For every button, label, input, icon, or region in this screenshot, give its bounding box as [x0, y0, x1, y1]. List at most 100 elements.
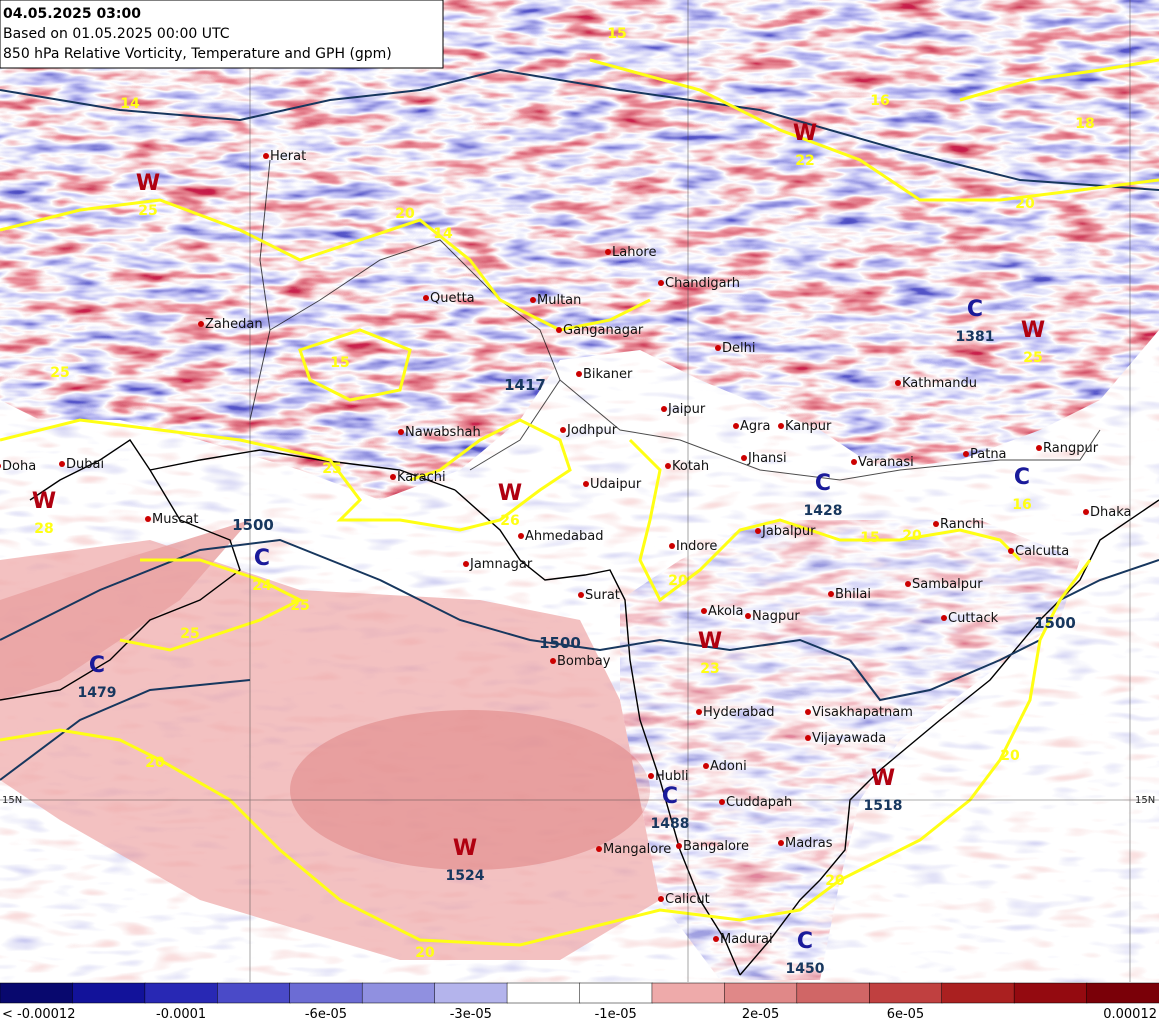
system-letter: C	[815, 471, 831, 496]
colorbar-label: 2e-05	[742, 1007, 780, 1022]
temp-contour-label: 16	[870, 93, 889, 109]
temp-value: 16	[1012, 497, 1031, 513]
city-dot	[1008, 548, 1014, 554]
city-dot	[713, 936, 719, 942]
gph-value: 1428	[804, 503, 843, 519]
temp-contour-label: 20	[902, 528, 922, 544]
colorbar-swatch	[506, 982, 581, 1004]
city-label: Multan	[537, 293, 581, 308]
temp-contour-label: 25	[180, 626, 199, 642]
city-label: Madurai	[720, 932, 773, 947]
city-dot	[703, 763, 709, 769]
city-dot	[263, 153, 269, 159]
gph-contour-label: 1500	[1034, 614, 1076, 632]
city-label: Bikaner	[583, 367, 633, 382]
system-letter: W	[498, 481, 522, 506]
city-dot	[828, 591, 834, 597]
gph-value: 1524	[446, 868, 485, 884]
temp-contour-label: 15	[607, 26, 626, 42]
city-dot	[669, 543, 675, 549]
gph-value: 1488	[651, 816, 690, 832]
city-dot	[805, 709, 811, 715]
city-dot	[676, 843, 682, 849]
system-letter: W	[136, 171, 160, 196]
system-letter: W	[453, 836, 477, 861]
city-dot	[733, 423, 739, 429]
city-label: Bangalore	[683, 839, 749, 854]
city-label: Ahmedabad	[525, 529, 603, 544]
header-title: 850 hPa Relative Vorticity, Temperature …	[3, 46, 392, 62]
colorbar-swatch	[217, 982, 291, 1004]
city-label: Karachi	[397, 470, 446, 485]
city-dot	[463, 561, 469, 567]
city-label: Calcutta	[1015, 544, 1069, 559]
city-label: Bhilai	[835, 587, 871, 602]
city-dot	[933, 521, 939, 527]
city-dot	[941, 615, 947, 621]
system-letter: C	[1014, 465, 1030, 490]
city-dot	[550, 658, 556, 664]
city-label: Bombay	[557, 654, 611, 669]
city-label: Nawabshah	[405, 425, 481, 440]
colorbar-label: -1e-05	[595, 1007, 637, 1022]
city-label: Lahore	[612, 245, 656, 260]
city-dot	[701, 608, 707, 614]
gph-contour-label: 1417	[504, 376, 546, 394]
colorbar-swatch	[869, 982, 943, 1004]
city-dot	[778, 840, 784, 846]
gph-value: 1518	[864, 798, 903, 814]
city-dot	[658, 280, 664, 286]
header-box: 04.05.2025 03:00 Based on 01.05.2025 00:…	[0, 0, 444, 69]
city-label: Kathmandu	[902, 376, 977, 391]
header-time: 04.05.2025 03:00	[3, 6, 141, 22]
colorbar-swatch	[579, 982, 653, 1004]
city-dot	[1083, 509, 1089, 515]
city-label: Surat	[585, 588, 620, 603]
city-label: Agra	[740, 419, 770, 434]
city-label: Quetta	[430, 291, 475, 306]
temp-contour-label: 20	[1000, 748, 1020, 764]
city-dot	[578, 592, 584, 598]
colorbar-swatch	[289, 982, 363, 1004]
city-dot	[605, 249, 611, 255]
city-dot	[560, 427, 566, 433]
temp-contour-label: 20	[668, 573, 688, 589]
city-label: Jabalpur	[761, 524, 816, 539]
colorbar-swatch	[361, 982, 436, 1004]
colorbar-swatch	[0, 982, 74, 1004]
temp-contour-label: 15	[330, 355, 349, 371]
colorbar-label: 6e-05	[887, 1007, 925, 1022]
city-dot	[658, 896, 664, 902]
city-label: Jamnagar	[469, 557, 533, 572]
colorbar-label: -3e-05	[450, 1007, 492, 1022]
header-based-on: Based on 01.05.2025 00:00 UTC	[3, 26, 230, 42]
system-letter: W	[1021, 318, 1045, 343]
colorbar-swatch	[941, 982, 1015, 1004]
colorbar-swatch	[434, 982, 508, 1004]
system-letter: C	[89, 653, 105, 678]
city-label: Sambalpur	[912, 577, 983, 592]
city-dot	[648, 773, 654, 779]
colorbar-label: -0.0001	[156, 1007, 206, 1022]
city-dot	[963, 451, 969, 457]
temp-contour-label: 20	[145, 755, 165, 771]
temp-value: 24	[252, 578, 272, 594]
city-label: Visakhapatnam	[812, 705, 913, 720]
colorbar-label: -6e-05	[305, 1007, 347, 1022]
arabia-field	[0, 520, 250, 700]
temp-contour-label: 20	[415, 945, 435, 961]
warm-core	[290, 710, 650, 870]
city-label: Hubli	[655, 769, 689, 784]
temp-value: 22	[795, 153, 814, 169]
temp-value: 25	[1023, 350, 1042, 366]
coastlines	[0, 439, 1159, 976]
city-label: Ganganagar	[563, 323, 644, 338]
system-letter: C	[967, 297, 983, 322]
city-label: Vijayawada	[812, 731, 886, 746]
city-dot	[665, 463, 671, 469]
city-dot	[805, 735, 811, 741]
city-label: Cuttack	[948, 611, 999, 626]
